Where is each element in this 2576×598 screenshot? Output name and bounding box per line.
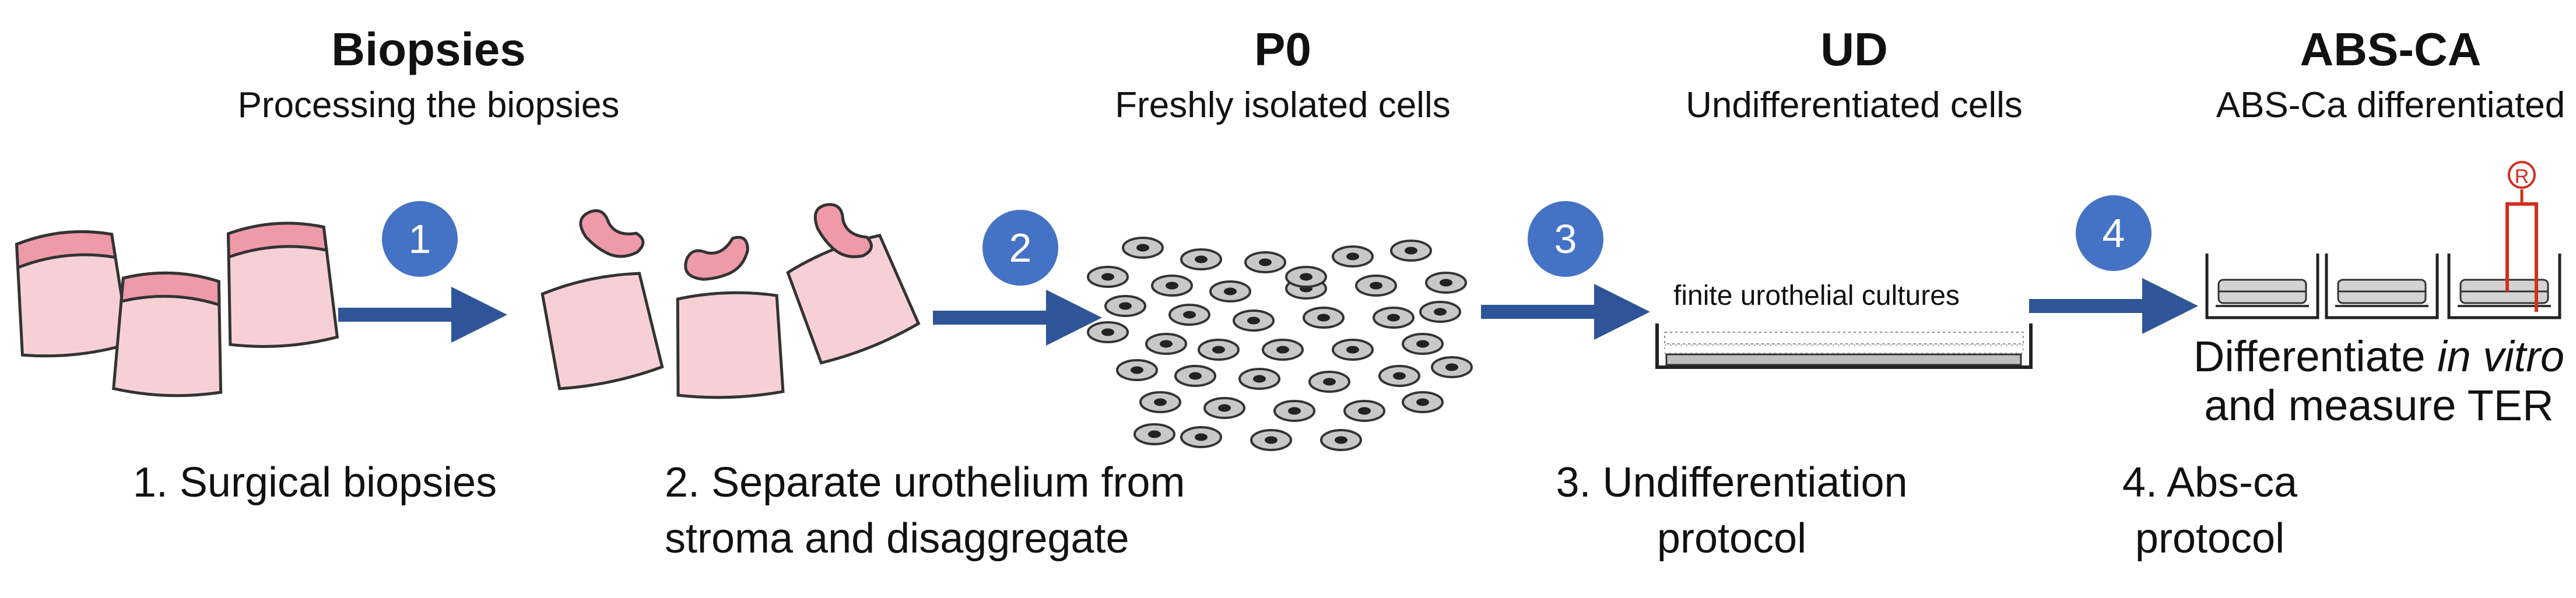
stage-title-abs-ca: ABS-CA [2300, 23, 2482, 75]
caption-step-2: 2. Separate urothelium from stroma and d… [665, 455, 1271, 567]
stage-subtitle-p0: Freshly isolated cells [1115, 85, 1451, 125]
step-badge-3: 3 [1528, 201, 1603, 277]
stage-title-p0: P0 [1254, 23, 1311, 75]
transwell-insert-2 [2325, 254, 2439, 319]
abs-illustration-italic: in vitro [2437, 332, 2565, 381]
stage-subtitle-biopsies: Processing the biopsies [237, 85, 620, 125]
urothelium-strip-1 [576, 208, 647, 260]
biopsy-tissue-3 [222, 220, 338, 349]
abs-illustration-line1: Differentiate in vitro [2187, 332, 2571, 381]
abs-illustration-line2: and measure TER [2204, 381, 2554, 430]
stage-title-ud: UD [1820, 23, 1888, 75]
step-badge-4: 4 [2076, 195, 2152, 271]
transwell-insert-3 [2447, 254, 2561, 319]
stroma-block-2 [675, 291, 783, 399]
electrode-label: R [2515, 166, 2529, 188]
step-badge-1: 1 [382, 201, 458, 277]
stage-title-biopsies: Biopsies [331, 23, 526, 75]
caption-step-2-line2: stroma and disaggregate [665, 515, 1129, 562]
ter-electrode: R [2505, 161, 2538, 312]
abs-illustration-prefix: Differentiate [2193, 332, 2438, 381]
abs-illustration-label: Differentiate in vitro and measure TER [2187, 332, 2571, 430]
isolated-cells [1087, 237, 1473, 451]
caption-step-3-line1: 3. Undifferentiation [1556, 459, 1908, 506]
ud-culture-label: finite urothelial cultures [1673, 280, 1960, 311]
caption-step-3: 3. Undifferentiation protocol [1504, 455, 1959, 567]
step-badge-2: 2 [982, 210, 1058, 286]
caption-step-3-line2: protocol [1656, 515, 1807, 562]
stage-subtitle-ud: Undifferentiated cells [1686, 85, 2023, 125]
caption-step-2-line1: 2. Separate urothelium from [665, 459, 1185, 506]
urothelium-strip-2 [679, 221, 756, 294]
caption-step-4: 4. Abs-ca protocol [2064, 455, 2356, 567]
caption-step-1-line1: 1. Surgical biopsies [132, 459, 497, 506]
stage-subtitle-abs-ca: ABS-Ca differentiated [2216, 85, 2566, 125]
stroma-block-1 [539, 269, 663, 393]
caption-step-4-line1: 4. Abs-ca [2122, 459, 2298, 506]
caption-step-1: 1. Surgical biopsies [105, 455, 525, 511]
biopsy-tissue-2 [113, 271, 224, 397]
transwell-insert-1 [2205, 254, 2319, 319]
biopsy-tissue-1 [10, 227, 129, 360]
caption-step-4-line2: protocol [2135, 515, 2285, 562]
ud-culture-dish [1655, 323, 2033, 369]
